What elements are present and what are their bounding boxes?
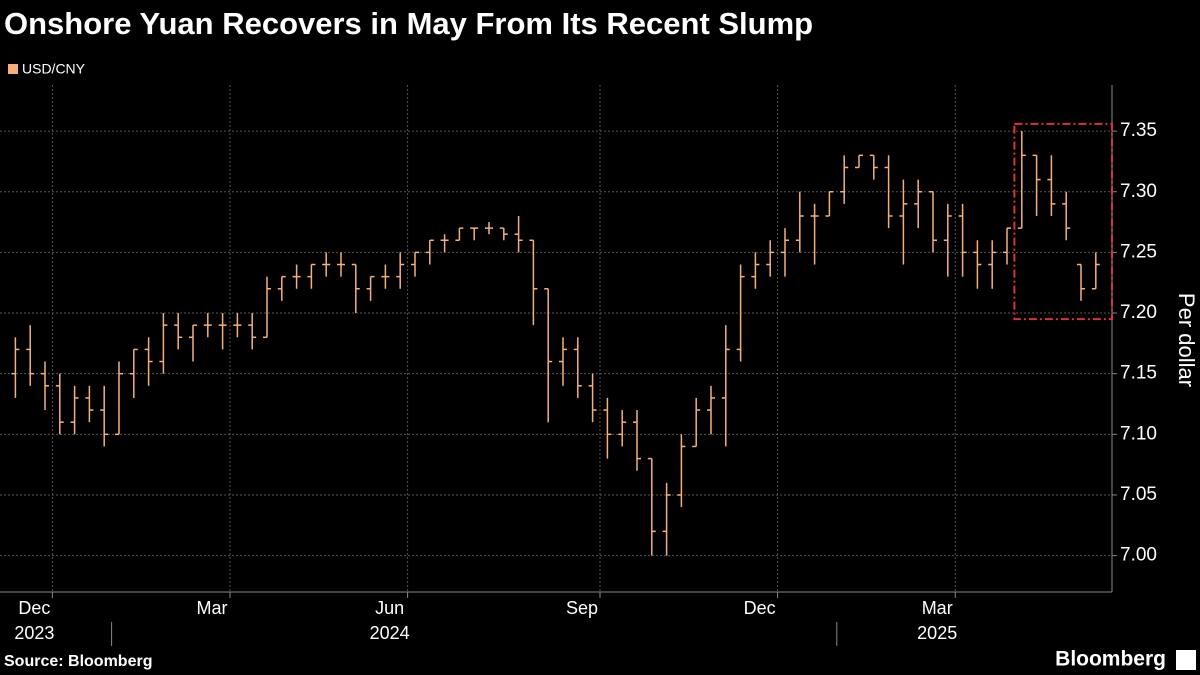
brand-icon bbox=[1176, 650, 1196, 670]
year-label: 2024 bbox=[370, 623, 410, 643]
x-tick-label: Mar bbox=[922, 598, 953, 618]
x-tick-label: Dec bbox=[744, 598, 776, 618]
x-tick-label: Mar bbox=[197, 598, 228, 618]
y-tick-label: 7.00 bbox=[1120, 545, 1157, 566]
chart-title: Onshore Yuan Recovers in May From Its Re… bbox=[4, 6, 813, 41]
y-tick-label: 7.05 bbox=[1120, 484, 1157, 505]
y-tick-label: 7.10 bbox=[1120, 423, 1157, 444]
y-tick-label: 7.30 bbox=[1120, 181, 1157, 202]
brand: Bloomberg bbox=[1055, 648, 1166, 671]
y-tick-label: 7.20 bbox=[1120, 302, 1157, 323]
year-label: 2023 bbox=[14, 623, 54, 643]
x-tick-label: Jun bbox=[375, 598, 404, 618]
x-tick-label: Dec bbox=[18, 598, 50, 618]
year-label: 2025 bbox=[917, 623, 957, 643]
legend-label: USD/CNY bbox=[22, 61, 86, 77]
y-tick-label: 7.15 bbox=[1120, 363, 1157, 384]
y-tick-label: 7.25 bbox=[1120, 241, 1157, 262]
x-tick-label: Sep bbox=[566, 598, 598, 618]
highlight-box bbox=[1013, 122, 1114, 321]
y-axis-label: Per dollar bbox=[1174, 293, 1199, 387]
source: Source: Bloomberg bbox=[4, 653, 152, 670]
legend-swatch bbox=[8, 64, 18, 74]
y-tick-label: 7.35 bbox=[1120, 120, 1157, 141]
